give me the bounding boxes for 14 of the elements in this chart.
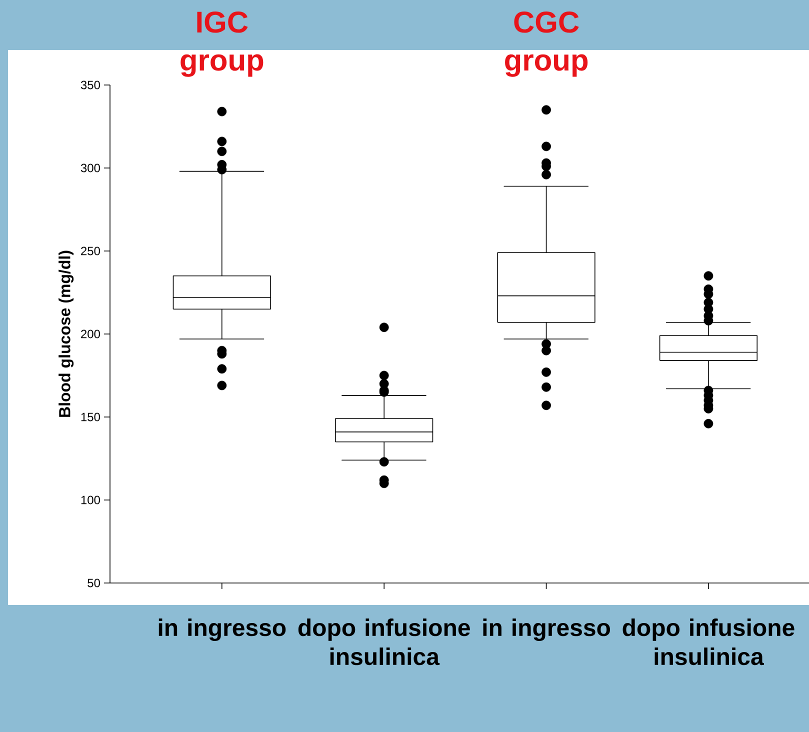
y-tick-label: 100 <box>81 496 100 504</box>
text: IGC group <box>180 12 264 77</box>
y-axis-title: Blood glucose (mg/dl) <box>58 250 74 417</box>
x-tick-label: in ingresso <box>483 618 610 642</box>
y-tick-label: 50 <box>88 578 100 588</box>
text: CGC group <box>505 12 588 77</box>
y-tick-label: 250 <box>81 246 100 256</box>
y-tick-label: 350 <box>80 80 100 90</box>
y-tick-label: 200 <box>81 330 100 338</box>
x-tick-label: in ingresso <box>158 618 286 642</box>
x-tick-label: dopo infusione insulinica <box>298 618 470 666</box>
y-tick-label: 300 <box>80 164 100 172</box>
y-tick-label: 150 <box>81 412 100 422</box>
x-tick-label: dopo infusione insulinica <box>622 618 794 666</box>
